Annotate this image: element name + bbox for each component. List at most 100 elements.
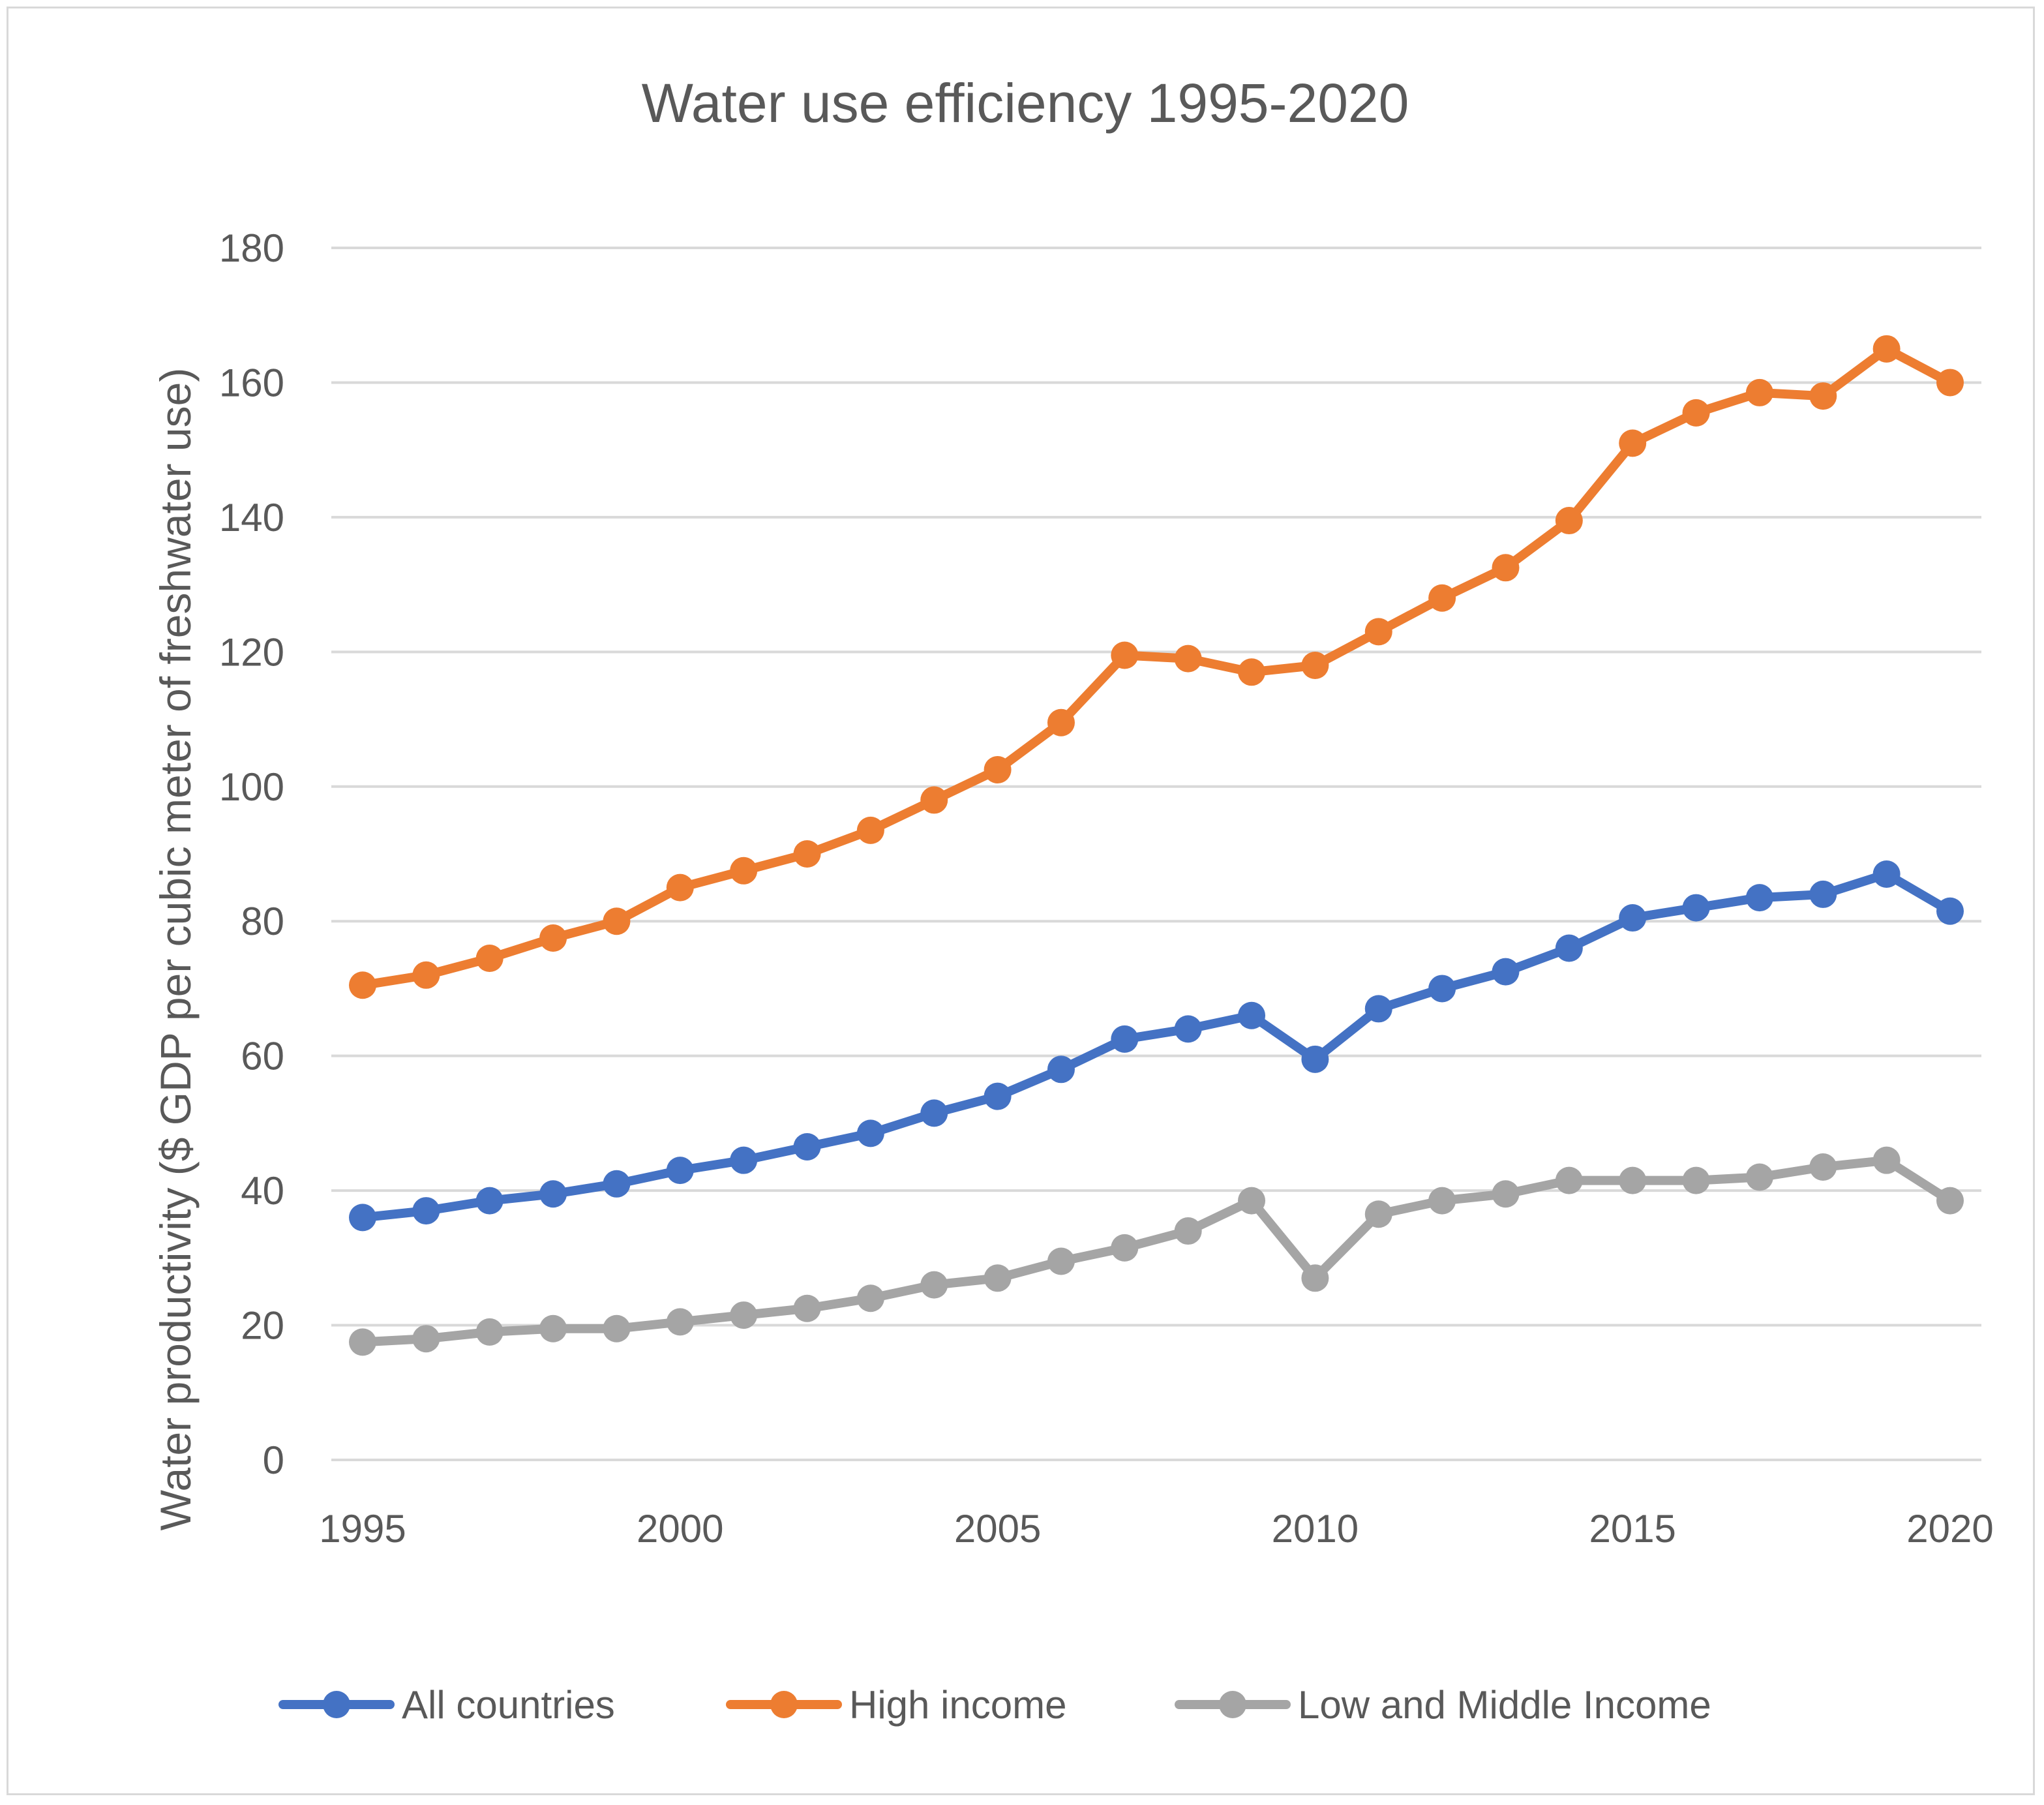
- point-all-countries-2009: [1238, 1001, 1266, 1029]
- point-all-countries-2001: [730, 1146, 758, 1174]
- point-low-and-middle-income-2013: [1492, 1180, 1520, 1208]
- x-tick-2005: 2005: [954, 1507, 1041, 1551]
- point-all-countries-2012: [1428, 975, 1456, 1003]
- y-tick-180: 180: [219, 226, 284, 270]
- point-high-income-2014: [1555, 507, 1583, 535]
- series-high-income: [349, 335, 1964, 999]
- point-all-countries-2006: [1047, 1055, 1075, 1084]
- point-all-countries-2005: [984, 1082, 1012, 1110]
- point-high-income-2010: [1301, 651, 1329, 679]
- x-tick-1995: 1995: [319, 1507, 406, 1551]
- point-high-income-2002: [793, 840, 821, 868]
- series-line-high-income: [358, 344, 1955, 990]
- y-tick-60: 60: [241, 1035, 284, 1078]
- point-low-and-middle-income-1996: [412, 1325, 440, 1353]
- point-high-income-1998: [539, 924, 567, 952]
- legend-item-all-countries: All countries: [278, 1683, 615, 1727]
- point-low-and-middle-income-2005: [984, 1264, 1012, 1292]
- y-tick-80: 80: [241, 900, 284, 943]
- x-tick-2020: 2020: [1906, 1507, 1993, 1551]
- point-high-income-2017: [1745, 378, 1773, 406]
- y-tick-0: 0: [263, 1438, 284, 1482]
- x-tick-2015: 2015: [1589, 1507, 1676, 1551]
- point-high-income-2019: [1872, 335, 1901, 363]
- point-all-countries-2011: [1364, 995, 1392, 1023]
- point-low-and-middle-income-2008: [1174, 1217, 1202, 1245]
- point-high-income-2018: [1809, 382, 1837, 410]
- point-low-and-middle-income-2007: [1111, 1234, 1139, 1262]
- point-all-countries-2016: [1682, 894, 1710, 922]
- legend: All countries High income Low and Middle I…: [278, 1683, 1711, 1727]
- point-low-and-middle-income-2014: [1555, 1166, 1583, 1194]
- point-all-countries-2013: [1492, 958, 1520, 986]
- point-high-income-1999: [603, 907, 631, 935]
- point-all-countries-2004: [920, 1099, 948, 1127]
- point-all-countries-1997: [475, 1187, 503, 1215]
- point-high-income-2005: [984, 755, 1012, 783]
- point-high-income-2000: [666, 873, 694, 902]
- legend-marker-high-income: [770, 1691, 798, 1718]
- point-low-and-middle-income-2020: [1936, 1187, 1964, 1215]
- point-all-countries-1999: [603, 1170, 631, 1198]
- point-all-countries-1995: [349, 1204, 376, 1232]
- point-low-and-middle-income-1997: [475, 1318, 503, 1346]
- legend-item-high-income: High income: [726, 1683, 1067, 1727]
- point-low-and-middle-income-2000: [666, 1308, 694, 1336]
- point-high-income-1996: [412, 961, 440, 989]
- point-high-income-2003: [856, 816, 884, 844]
- point-high-income-2016: [1682, 399, 1710, 427]
- point-all-countries-2000: [666, 1157, 694, 1185]
- point-low-and-middle-income-2012: [1428, 1187, 1456, 1215]
- y-tick-120: 120: [219, 630, 284, 674]
- point-low-and-middle-income-1998: [539, 1314, 567, 1342]
- point-low-and-middle-income-1995: [349, 1328, 376, 1356]
- y-axis-label: Water productivity ($ GDP per cubic mete…: [151, 368, 200, 1531]
- point-all-countries-2003: [856, 1119, 884, 1147]
- point-all-countries-1996: [412, 1197, 440, 1225]
- point-low-and-middle-income-2009: [1238, 1187, 1266, 1215]
- point-low-and-middle-income-2011: [1364, 1200, 1392, 1228]
- series-lines: [349, 335, 1964, 1356]
- y-tick-labels: 0 20 40 60 80 100 120 140 160 180: [219, 226, 284, 1482]
- point-all-countries-2019: [1872, 860, 1901, 888]
- point-high-income-2001: [730, 857, 758, 885]
- y-tick-160: 160: [219, 361, 284, 404]
- x-tick-2010: 2010: [1272, 1507, 1359, 1551]
- legend-marker-low-and-middle-income: [1219, 1691, 1246, 1718]
- point-low-and-middle-income-2002: [793, 1294, 821, 1322]
- y-tick-20: 20: [241, 1304, 284, 1348]
- point-high-income-2011: [1364, 618, 1392, 646]
- point-high-income-2008: [1174, 645, 1202, 673]
- point-high-income-1995: [349, 971, 376, 999]
- point-all-countries-2018: [1809, 880, 1837, 908]
- point-all-countries-2017: [1745, 884, 1773, 912]
- point-low-and-middle-income-2010: [1301, 1264, 1329, 1292]
- point-high-income-2012: [1428, 584, 1456, 612]
- point-all-countries-2014: [1555, 934, 1583, 962]
- point-all-countries-1998: [539, 1180, 567, 1208]
- point-high-income-2020: [1936, 369, 1964, 397]
- point-high-income-1997: [475, 944, 503, 972]
- point-high-income-2006: [1047, 708, 1075, 736]
- y-tick-140: 140: [219, 496, 284, 539]
- legend-marker-all-countries: [323, 1691, 350, 1718]
- point-low-and-middle-income-2016: [1682, 1166, 1710, 1194]
- point-low-and-middle-income-1999: [603, 1314, 631, 1342]
- point-high-income-2009: [1238, 658, 1266, 686]
- legend-label-all-countries: All countries: [402, 1683, 615, 1727]
- series-low-and-middle-income: [349, 1146, 1964, 1356]
- legend-label-low-and-middle-income: Low and Middle Income: [1298, 1683, 1711, 1727]
- x-tick-2000: 2000: [637, 1507, 723, 1551]
- point-low-and-middle-income-2015: [1619, 1166, 1647, 1194]
- point-all-countries-2010: [1301, 1045, 1329, 1073]
- x-tick-labels: 1995 2000 2005 2010 2015 2020: [319, 1507, 1993, 1551]
- y-tick-100: 100: [219, 765, 284, 809]
- point-high-income-2015: [1619, 429, 1647, 457]
- point-high-income-2013: [1492, 554, 1520, 582]
- point-low-and-middle-income-2018: [1809, 1153, 1837, 1181]
- y-tick-40: 40: [241, 1169, 284, 1213]
- point-all-countries-2008: [1174, 1015, 1202, 1043]
- point-low-and-middle-income-2004: [920, 1271, 948, 1299]
- point-low-and-middle-income-2003: [856, 1284, 884, 1312]
